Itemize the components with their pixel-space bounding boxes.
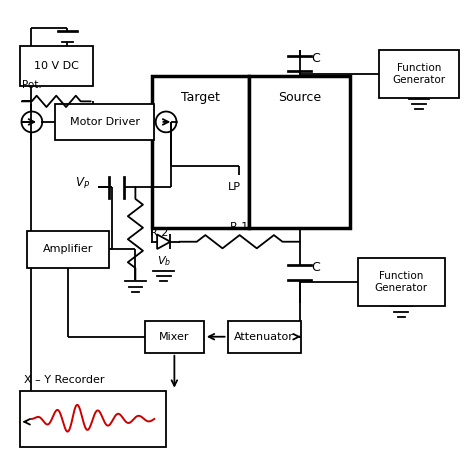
Text: R 2: R 2 (150, 228, 168, 238)
Text: R 1: R 1 (230, 222, 249, 232)
Text: Motor Driver: Motor Driver (70, 117, 140, 127)
Text: C: C (311, 52, 320, 65)
Text: Function
Generator: Function Generator (392, 63, 446, 85)
Text: LP: LP (228, 182, 241, 192)
Bar (379, 50, 459, 98)
Bar (19, 46, 93, 86)
Text: Source: Source (278, 91, 321, 104)
Polygon shape (157, 235, 170, 249)
Text: Attenuator: Attenuator (234, 332, 294, 342)
Text: Amplifier: Amplifier (43, 244, 93, 254)
Text: Function
Generator: Function Generator (374, 271, 428, 293)
Text: Target: Target (181, 91, 220, 104)
Text: 10 V DC: 10 V DC (34, 61, 79, 71)
Bar (27, 231, 109, 268)
Text: $V_b$: $V_b$ (157, 255, 171, 268)
Text: Mixer: Mixer (159, 332, 190, 342)
Bar (55, 104, 155, 140)
Text: $V_P$: $V_P$ (75, 176, 91, 191)
Text: C: C (311, 261, 320, 274)
Bar (145, 320, 204, 353)
Text: X – Y Recorder: X – Y Recorder (24, 375, 105, 385)
Bar (249, 76, 350, 228)
Bar (357, 258, 445, 306)
Bar (152, 76, 249, 228)
Text: Pot.: Pot. (22, 81, 42, 91)
Bar (228, 320, 301, 353)
Bar (19, 391, 166, 447)
